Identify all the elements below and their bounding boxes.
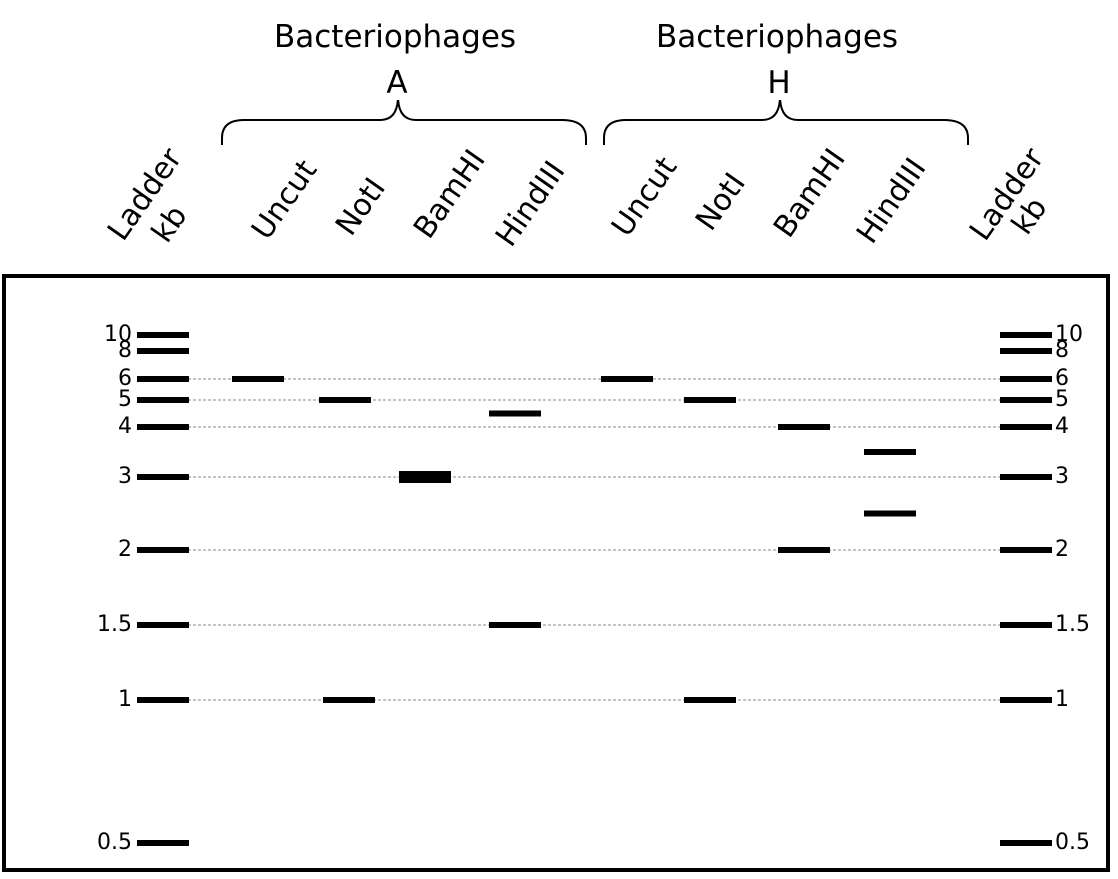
group-a-title: Bacteriophages xyxy=(274,19,517,55)
ladder-band xyxy=(1000,840,1052,846)
ladder-size-label: 5 xyxy=(118,387,132,412)
group-h-letter: H xyxy=(767,65,791,101)
ladder-band xyxy=(1000,622,1052,628)
sample-band xyxy=(778,547,830,553)
ladder-band xyxy=(1000,332,1052,338)
sample-band xyxy=(399,471,451,483)
ladder-band xyxy=(137,397,189,403)
ladder-band xyxy=(137,348,189,354)
ladder-size-label: 2 xyxy=(118,537,132,562)
ladder-band xyxy=(1000,376,1052,382)
ladder-band xyxy=(1000,397,1052,403)
ladder-size-label: 3 xyxy=(118,464,132,489)
ladder-size-label: 4 xyxy=(118,414,132,439)
sample-band xyxy=(323,697,375,703)
sample-band xyxy=(778,424,830,430)
ladder-size-label: 0.5 xyxy=(97,830,132,855)
group-h-brace xyxy=(603,100,969,145)
gel-frame xyxy=(2,274,1110,872)
ladder-band xyxy=(1000,474,1052,480)
ladder-band xyxy=(137,474,189,480)
ladder-band xyxy=(137,547,189,553)
sample-band xyxy=(684,397,736,403)
ladder-size-label: 3 xyxy=(1055,464,1069,489)
ladder-size-label: 6 xyxy=(118,366,132,391)
group-a-letter: A xyxy=(386,65,408,101)
ladder-size-label: 1.5 xyxy=(1055,612,1090,637)
sample-band xyxy=(489,622,541,628)
ladder-size-label: 8 xyxy=(118,338,132,363)
ladder-size-label: 4 xyxy=(1055,414,1069,439)
ladder-size-label: 1.5 xyxy=(97,612,132,637)
sample-band xyxy=(489,410,541,417)
ladder-size-label: 2 xyxy=(1055,537,1069,562)
ladder-size-label: 6 xyxy=(1055,366,1069,391)
ladder-band xyxy=(1000,424,1052,430)
sample-band xyxy=(684,697,736,703)
ladder-size-label: 10 xyxy=(1055,322,1083,347)
sample-band xyxy=(232,376,284,382)
ladder-size-label: 8 xyxy=(1055,338,1069,363)
group-h-title: Bacteriophages xyxy=(656,19,899,55)
ladder-size-label: 1 xyxy=(118,687,132,712)
ladder-band xyxy=(1000,697,1052,703)
ladder-band xyxy=(137,424,189,430)
ladder-size-label: 0.5 xyxy=(1055,830,1090,855)
sample-band xyxy=(864,449,916,455)
ladder-band xyxy=(137,376,189,382)
ladder-band xyxy=(137,332,189,338)
ladder-band xyxy=(137,697,189,703)
group-a-brace xyxy=(221,100,587,145)
ladder-band xyxy=(137,622,189,628)
ladder-size-label: 10 xyxy=(104,322,132,347)
ladder-band xyxy=(137,840,189,846)
ladder-size-label: 5 xyxy=(1055,387,1069,412)
sample-band xyxy=(864,510,916,517)
sample-band xyxy=(319,397,371,403)
ladder-band xyxy=(1000,547,1052,553)
ladder-band xyxy=(1000,348,1052,354)
ladder-size-label: 1 xyxy=(1055,687,1069,712)
sample-band xyxy=(601,376,653,382)
